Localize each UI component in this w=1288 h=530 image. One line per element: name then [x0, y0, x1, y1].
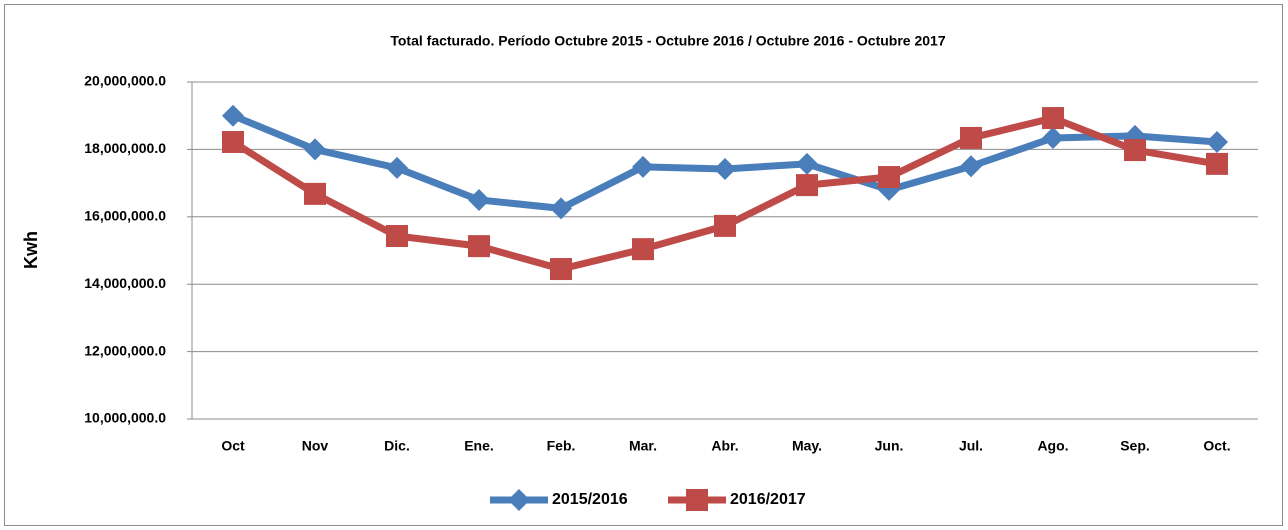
marker: [1042, 126, 1064, 149]
y-tick-label: 12,000,000.0: [84, 342, 166, 358]
marker: [468, 235, 490, 258]
marker: [714, 157, 736, 180]
marker: [386, 225, 408, 248]
marker: [632, 155, 654, 178]
x-tick-label: Mar.: [629, 438, 657, 454]
marker: [686, 489, 708, 511]
marker: [960, 155, 982, 178]
marker: [468, 188, 490, 211]
legend-label: 2016/2017: [730, 491, 806, 508]
marker: [796, 152, 818, 175]
x-tick-label: Nov: [302, 438, 329, 454]
y-tick-label: 16,000,000.0: [84, 208, 166, 224]
marker: [1042, 107, 1064, 130]
marker: [1124, 139, 1146, 162]
marker: [304, 138, 326, 161]
x-tick-label: Abr.: [711, 438, 738, 454]
x-tick-label: Ene.: [464, 438, 494, 454]
x-tick-label: Oct.: [1203, 438, 1230, 454]
y-tick-label: 10,000,000.0: [84, 410, 166, 426]
x-tick-label: Jun.: [875, 438, 904, 454]
marker: [960, 126, 982, 149]
marker: [550, 258, 572, 281]
chart-border: [4, 4, 1283, 526]
marker: [304, 182, 326, 205]
x-tick-label: Feb.: [547, 438, 576, 454]
chart-title: Total facturado. Período Octubre 2015 - …: [390, 33, 945, 49]
marker: [796, 174, 818, 197]
marker: [222, 130, 244, 153]
legend-label: 2015/2016: [552, 491, 628, 508]
marker: [878, 166, 900, 189]
marker: [550, 197, 572, 220]
x-tick-label: Sep.: [1120, 438, 1150, 454]
x-tick-label: Jul.: [959, 438, 983, 454]
marker: [1206, 152, 1228, 175]
y-tick-label: 14,000,000.0: [84, 275, 166, 291]
x-tick-label: Dic.: [384, 438, 410, 454]
marker: [714, 214, 736, 237]
y-axis-label: Kwh: [21, 231, 41, 269]
marker: [1206, 130, 1228, 153]
marker: [386, 156, 408, 179]
y-tick-label: 18,000,000.0: [84, 140, 166, 156]
x-tick-label: May.: [792, 438, 822, 454]
marker: [632, 238, 654, 261]
x-tick-label: Oct: [221, 438, 245, 454]
marker: [222, 104, 244, 127]
y-tick-label: 20,000,000.0: [84, 73, 166, 89]
x-tick-label: Ago.: [1037, 438, 1068, 454]
marker: [508, 489, 530, 511]
